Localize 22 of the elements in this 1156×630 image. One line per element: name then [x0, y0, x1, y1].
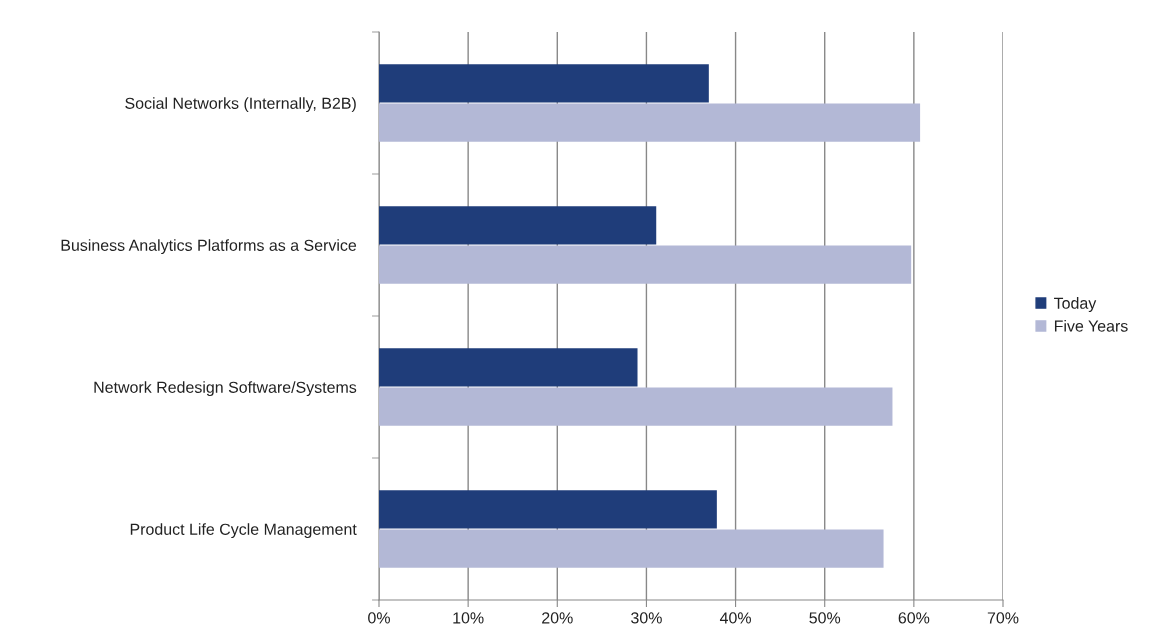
y-tick-label: Business Analytics Platforms as a Service	[61, 239, 357, 255]
bar	[379, 348, 638, 387]
x-tick-label: 60%	[898, 612, 930, 624]
bar	[379, 529, 884, 568]
x-tick-label: 40%	[719, 612, 751, 624]
x-tick-label: 20%	[542, 612, 573, 624]
x-tick-label: 50%	[809, 612, 841, 624]
bar	[379, 64, 709, 103]
x-tick-label: 70%	[987, 612, 1019, 624]
x-tick-label: 0%	[368, 612, 390, 624]
bar	[379, 387, 893, 426]
y-tick-label: Network Redesign Software/Systems	[94, 381, 357, 397]
x-tick-label: 30%	[631, 612, 662, 624]
bar	[379, 490, 717, 529]
y-tick-label: Social Networks (Internally, B2B)	[125, 97, 356, 113]
legend-label: Today	[1054, 297, 1097, 313]
x-tick-label: 10%	[453, 612, 484, 624]
legend-label: Five Years	[1054, 319, 1128, 332]
bar	[379, 245, 912, 284]
bar	[379, 103, 921, 142]
y-tick-label: Product Life Cycle Management	[130, 523, 357, 539]
bar	[379, 206, 657, 245]
